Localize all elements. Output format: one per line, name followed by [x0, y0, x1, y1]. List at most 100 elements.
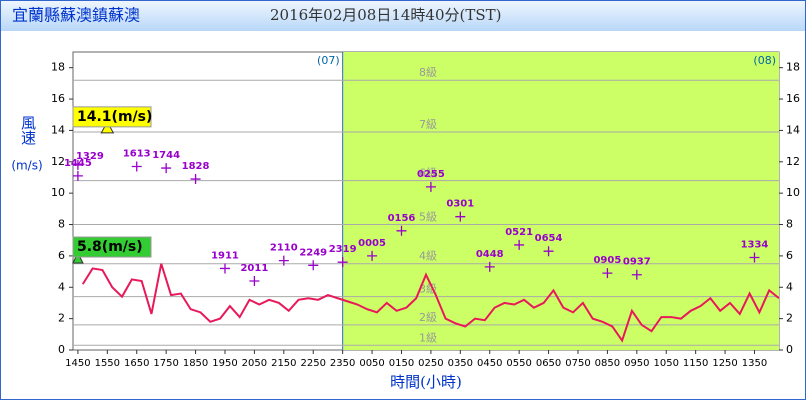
- gust-marker: [396, 225, 407, 236]
- gust-marker: [278, 255, 289, 266]
- y-tick-label-right: 2: [786, 312, 793, 325]
- gust-label: 1828: [182, 161, 210, 172]
- x-tick-label: 1250: [712, 358, 737, 369]
- level-label: 8級: [419, 66, 437, 79]
- wind-line: [81, 263, 780, 343]
- gust-marker: [543, 246, 554, 257]
- level-label: 5級: [419, 211, 437, 224]
- x-tick-label: 1450: [65, 358, 90, 369]
- x-tick-label: 0150: [389, 358, 414, 369]
- y-tick-label-right: 10: [786, 186, 800, 199]
- day-label: (08): [753, 54, 776, 67]
- y-tick-label: 12: [51, 155, 65, 168]
- level-label: 1級: [419, 331, 437, 344]
- gust-label: 2319: [329, 244, 357, 255]
- x-tick-label: 2250: [301, 358, 326, 369]
- station: 宜蘭縣蘇澳鎮蘇澳: [12, 6, 140, 25]
- x-tick-label: 1350: [742, 358, 767, 369]
- gust-marker: [367, 250, 378, 261]
- x-tick-label: 1850: [183, 358, 208, 369]
- y-tick-label: 4: [58, 280, 65, 293]
- y-tick-label-right: 0: [786, 343, 793, 356]
- gust-marker: [131, 161, 142, 172]
- gust-label: 1744: [152, 150, 180, 161]
- gust-label: 0448: [476, 249, 504, 260]
- x-tick-label: 1750: [153, 358, 178, 369]
- gust-max-marker: [100, 120, 115, 134]
- gust-label: 0005: [358, 238, 386, 249]
- y-label: 風速: [19, 115, 37, 146]
- gust-marker: [631, 269, 642, 280]
- y-tick-label-right: 12: [786, 155, 800, 168]
- annotation-label: 14.1(m/s): [77, 109, 152, 125]
- gust-marker: [249, 275, 260, 286]
- y-tick-label: 8: [58, 218, 65, 231]
- header-bar: [1, 1, 805, 31]
- x-tick-label: 2050: [242, 358, 267, 369]
- gust-label: 1334: [741, 239, 769, 250]
- gust-label: 2011: [240, 263, 268, 274]
- x-tick-label: 2150: [271, 358, 296, 369]
- x-tick-label: 0750: [565, 358, 590, 369]
- day-label: (07): [317, 54, 340, 67]
- datetime: 2016年02月08日14時40分(TST): [270, 6, 502, 24]
- x-tick-label: 1650: [124, 358, 149, 369]
- gust-marker: [72, 170, 83, 181]
- gust-label: 0156: [388, 213, 416, 224]
- level-label: 3級: [419, 283, 437, 296]
- x-tick-label: 2350: [330, 358, 355, 369]
- level-label: 7級: [419, 118, 437, 131]
- y-tick-label: 18: [51, 61, 65, 74]
- gust-label: 1329: [76, 151, 104, 162]
- y-unit: (m/s): [11, 159, 42, 173]
- annotation-box: [72, 236, 152, 258]
- x-tick-label: 1150: [683, 358, 708, 369]
- gust-label: 0905: [593, 255, 621, 266]
- y-tick-label-right: 4: [786, 280, 793, 293]
- gust-label: 0255: [417, 169, 445, 180]
- gust-marker: [337, 257, 348, 268]
- y-tick-label: 2: [58, 312, 65, 325]
- gust-marker: [455, 211, 466, 222]
- x-label: 時間(小時): [390, 373, 462, 391]
- x-tick-label: 0550: [506, 358, 531, 369]
- annotation-label: 5.8(m/s): [77, 239, 143, 255]
- gust-marker: [190, 174, 201, 185]
- gust-marker: [602, 268, 613, 279]
- y-tick-label-right: 8: [786, 218, 793, 231]
- x-tick-label: 0050: [359, 358, 384, 369]
- gust-label: 1911: [211, 250, 239, 261]
- x-tick-label: 1050: [654, 358, 679, 369]
- x-tick-label: 1550: [95, 358, 120, 369]
- gust-marker: [219, 263, 230, 274]
- x-tick-label: 0950: [624, 358, 649, 369]
- x-tick-label: 0250: [418, 358, 443, 369]
- y-tick-label-right: 16: [786, 92, 800, 105]
- gust-label: 0521: [505, 227, 533, 238]
- gust-label: 1613: [123, 148, 151, 159]
- y-tick-label-right: 14: [786, 123, 800, 136]
- gust-label: 0301: [446, 199, 474, 210]
- gust-label: 0654: [535, 233, 563, 244]
- y-tick-label-right: 18: [786, 61, 800, 74]
- x-tick-label: 0650: [536, 358, 561, 369]
- y-tick-label: 6: [58, 249, 65, 262]
- y-tick-label-right: 6: [786, 249, 793, 262]
- y-tick-label: 10: [51, 186, 65, 199]
- level-label: 4級: [419, 250, 437, 263]
- min-marker: [72, 251, 84, 264]
- x-tick-label: 0350: [448, 358, 473, 369]
- gust-marker: [749, 252, 760, 263]
- level-label: 2級: [419, 311, 437, 324]
- gust-marker: [308, 260, 319, 271]
- gust-marker: [161, 163, 172, 174]
- y-tick-label: 14: [51, 123, 65, 136]
- x-tick-label: 0450: [477, 358, 502, 369]
- gust-label: 2249: [299, 247, 327, 258]
- gust-marker: [425, 181, 436, 192]
- gust-marker: [484, 261, 495, 272]
- annotation-box: [72, 106, 152, 128]
- y-tick-label: 0: [58, 343, 65, 356]
